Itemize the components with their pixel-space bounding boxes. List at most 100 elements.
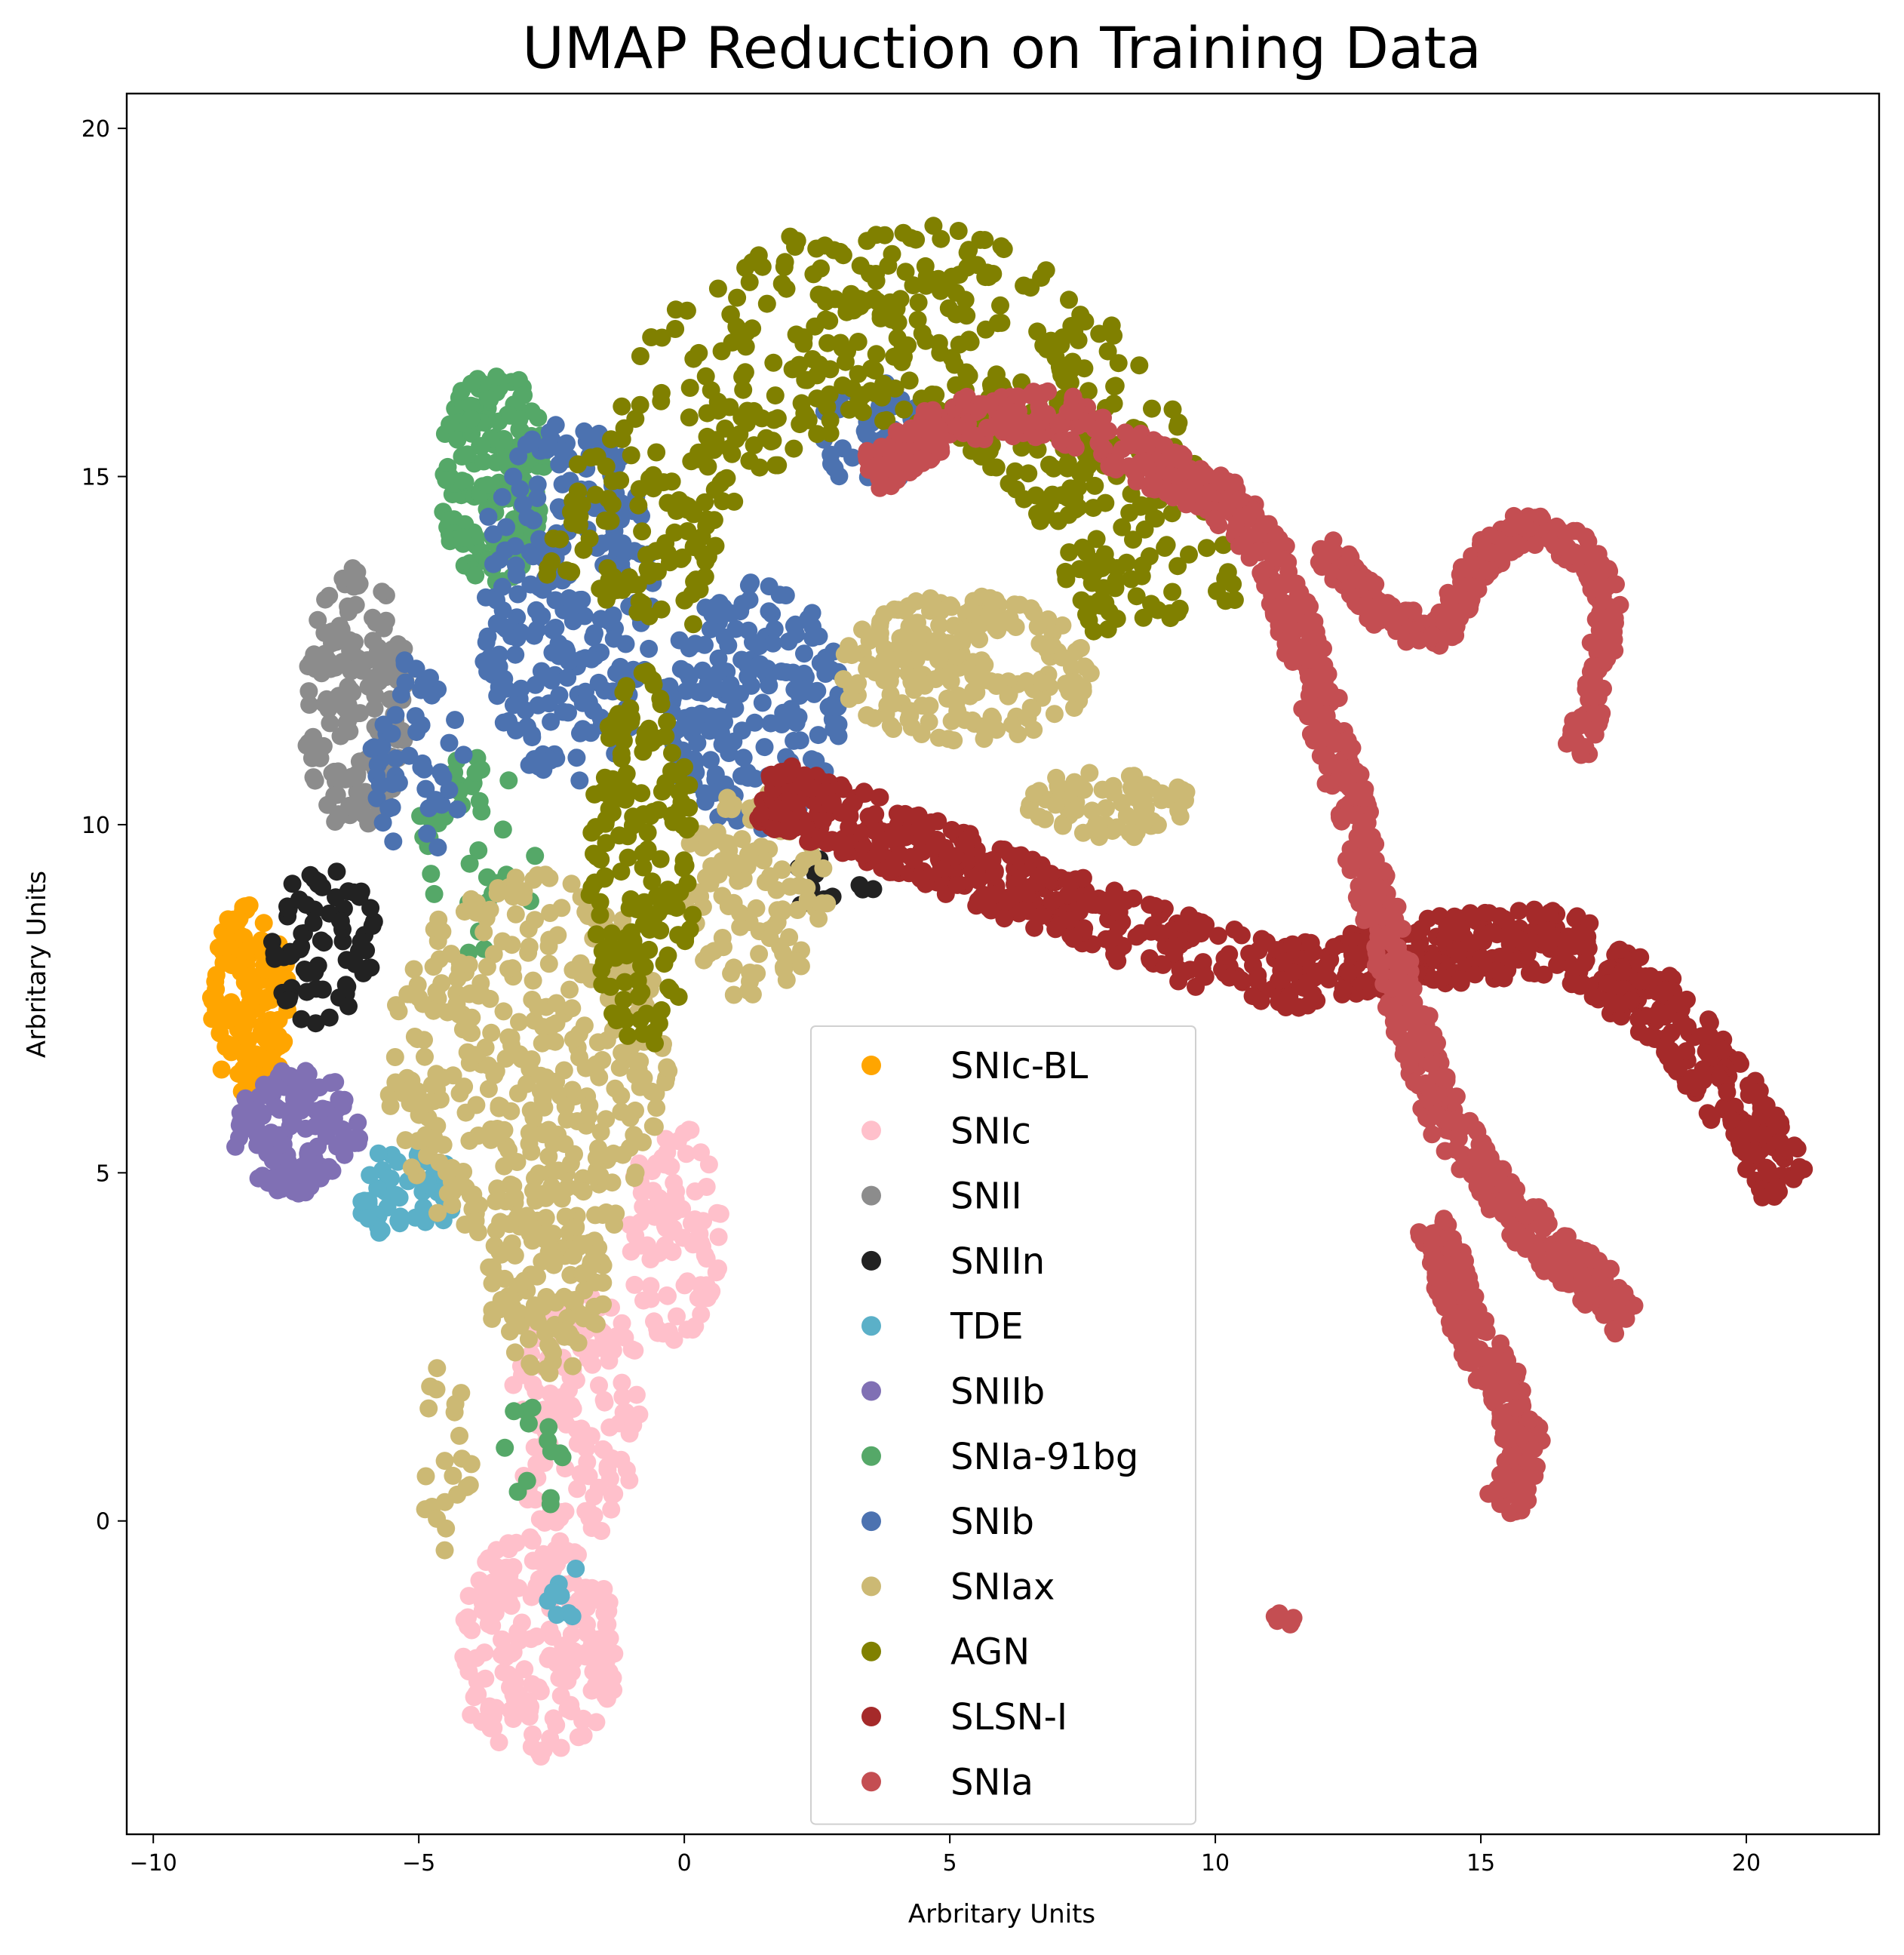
point-sniax	[508, 1208, 527, 1227]
point-snic	[567, 1371, 585, 1390]
point-agn	[766, 386, 785, 405]
point-agn	[1140, 547, 1159, 566]
point-sniax	[938, 689, 957, 708]
point-slsn-i	[1631, 948, 1650, 967]
point-sniax	[981, 672, 1000, 690]
point-agn	[595, 869, 614, 888]
point-agn	[807, 366, 826, 385]
point-snib	[726, 699, 745, 718]
point-agn	[676, 932, 695, 951]
point-agn	[1180, 545, 1198, 564]
point-sniax	[717, 800, 735, 819]
point-agn	[1143, 399, 1161, 418]
point-sniax	[612, 1102, 631, 1121]
point-agn	[1076, 312, 1095, 330]
point-snii	[300, 736, 319, 755]
point-snia	[1319, 665, 1337, 684]
point-agn	[557, 561, 576, 579]
point-sniib	[278, 1160, 297, 1179]
point-sniax	[456, 1103, 475, 1122]
point-sniax	[1053, 648, 1072, 667]
point-slsn-i	[1433, 968, 1452, 987]
point-sniax	[574, 1182, 593, 1201]
point-snic	[479, 1615, 498, 1634]
point-snib	[616, 635, 635, 653]
point-sniax	[528, 1267, 546, 1286]
point-snib	[809, 726, 828, 745]
point-slsn-i	[1270, 971, 1288, 990]
point-sniin	[283, 875, 302, 893]
point-sniax	[780, 928, 799, 947]
point-slsn-i	[1598, 974, 1617, 993]
point-slsn-i	[1169, 972, 1188, 991]
point-sniax	[524, 971, 542, 990]
point-snic	[590, 1376, 608, 1395]
point-agn	[635, 731, 654, 750]
point-sniax	[760, 929, 779, 948]
point-snia-91bg	[466, 566, 485, 585]
point-snib	[755, 738, 774, 757]
point-sniax	[479, 1080, 498, 1099]
point-snic	[583, 1355, 602, 1374]
point-snic	[620, 1216, 639, 1234]
point-snic-bl	[207, 1010, 226, 1029]
point-agn	[601, 937, 620, 956]
point-agn	[916, 257, 935, 275]
point-snib	[532, 662, 551, 681]
point-snia-91bg	[466, 764, 485, 782]
point-snia	[1478, 1192, 1497, 1210]
point-snia-91bg	[542, 1442, 560, 1461]
point-agn	[634, 844, 653, 862]
point-snia-91bg	[472, 437, 491, 456]
point-snia	[975, 395, 993, 413]
point-snib	[499, 712, 517, 730]
point-snib	[490, 645, 508, 664]
point-snib	[589, 673, 608, 692]
point-sniax	[563, 1080, 582, 1099]
point-agn	[1036, 261, 1055, 280]
point-sniax	[502, 1234, 521, 1253]
point-sniax	[554, 1287, 573, 1306]
point-slsn-i	[896, 804, 914, 823]
point-agn	[622, 712, 640, 731]
point-sniax	[1065, 699, 1083, 718]
point-snib	[682, 715, 701, 734]
point-snia-91bg	[458, 445, 477, 464]
point-snic	[551, 1738, 570, 1757]
point-sniax	[482, 1023, 501, 1042]
point-slsn-i	[1449, 945, 1468, 964]
point-tde	[352, 1192, 371, 1211]
point-sniax	[790, 859, 809, 878]
point-snii	[350, 574, 369, 593]
point-agn	[982, 458, 1001, 476]
point-sniax	[454, 1163, 473, 1181]
point-slsn-i	[1654, 984, 1672, 1003]
point-agn	[673, 548, 692, 567]
point-snib	[575, 422, 594, 441]
point-sniax	[428, 1509, 447, 1528]
point-sniax	[520, 1124, 539, 1142]
point-sniax	[884, 720, 903, 738]
point-agn	[652, 392, 671, 410]
point-sniib	[285, 1090, 303, 1109]
point-snii	[347, 704, 366, 723]
point-slsn-i	[821, 795, 840, 813]
point-sniax	[462, 1024, 481, 1043]
point-snic	[582, 1578, 601, 1597]
point-snic	[624, 1416, 643, 1434]
point-sniax	[519, 1329, 538, 1348]
point-agn	[689, 343, 708, 362]
point-agn	[766, 456, 785, 475]
point-sniib	[231, 1114, 250, 1132]
point-sniax	[453, 1449, 471, 1468]
point-sniax	[490, 1300, 509, 1319]
point-sniax	[902, 718, 921, 736]
point-slsn-i	[892, 825, 911, 844]
point-sniax	[433, 922, 452, 941]
point-sniax	[487, 1062, 505, 1080]
point-agn	[597, 834, 616, 853]
point-agn	[630, 480, 649, 499]
point-agn	[613, 430, 631, 448]
point-snib	[508, 629, 527, 647]
